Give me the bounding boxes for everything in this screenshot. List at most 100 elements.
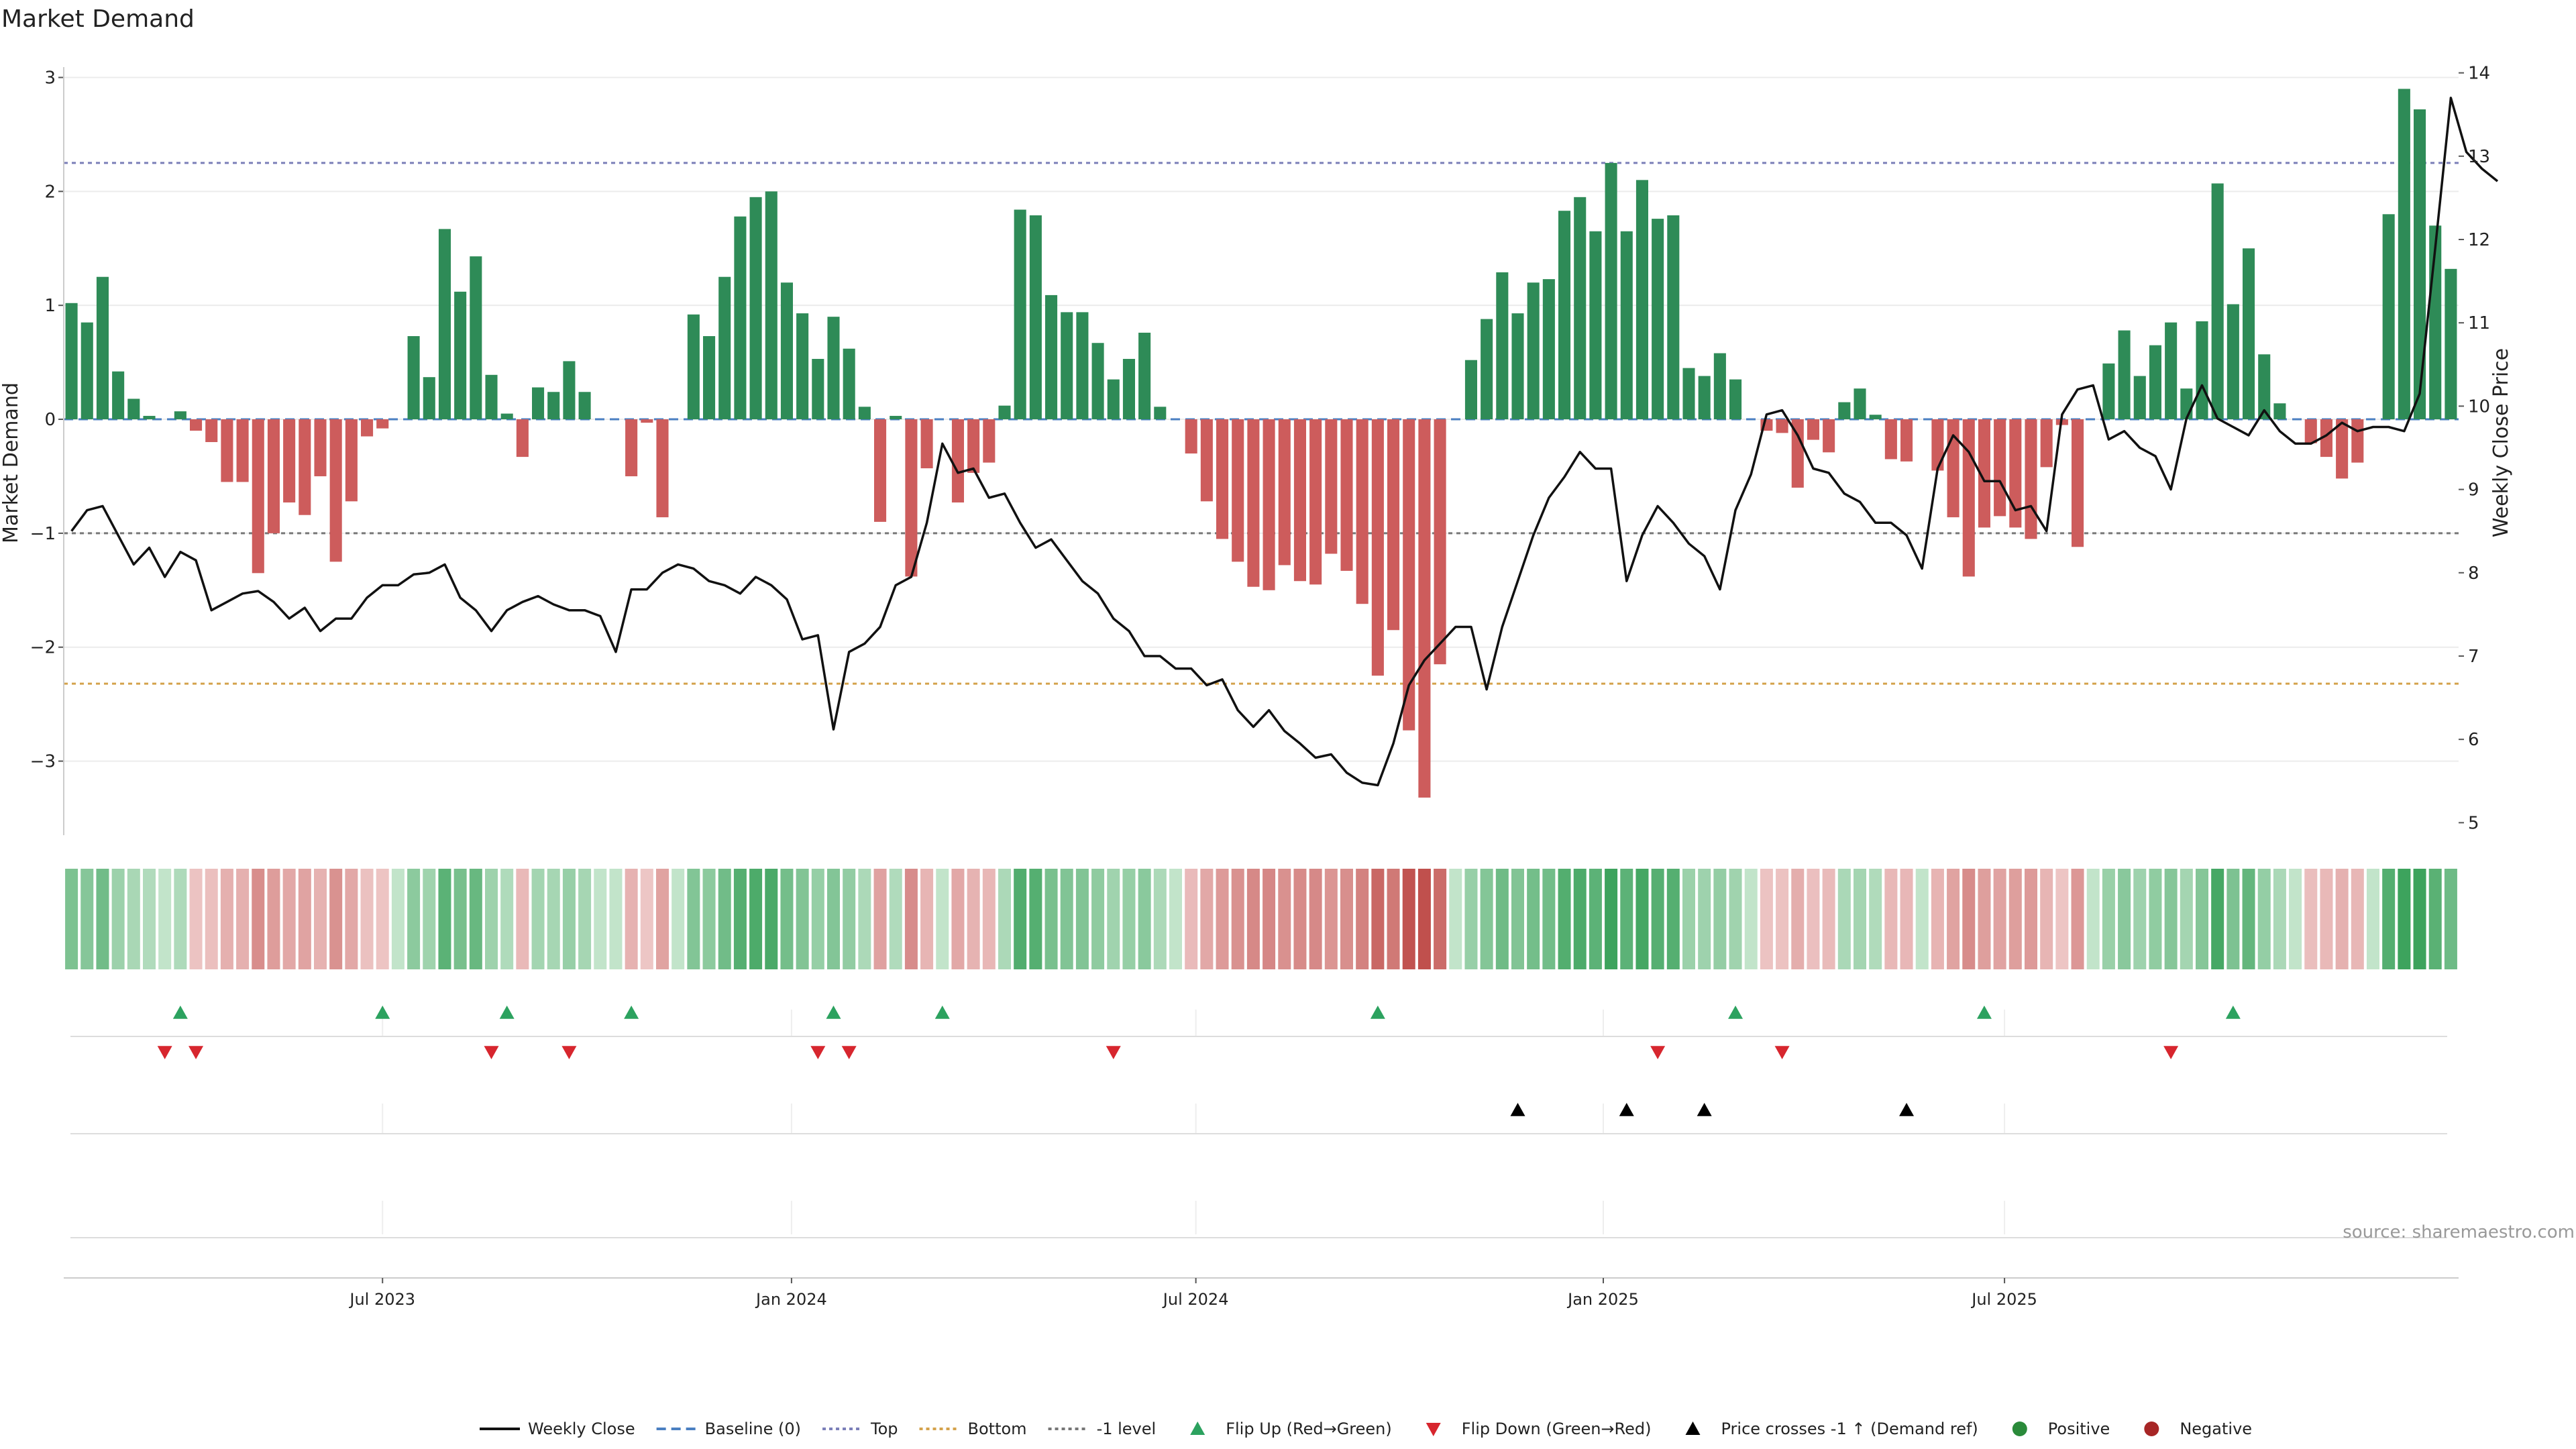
legend-item: Baseline (0) xyxy=(656,1419,801,1438)
heat-cell xyxy=(236,869,250,969)
demand-bar xyxy=(1122,359,1135,420)
weekly-close-series xyxy=(70,97,2499,787)
demand-bar xyxy=(1340,419,1353,571)
demand-bar xyxy=(283,419,296,503)
demand-bar xyxy=(874,419,887,522)
demand-bar xyxy=(127,398,140,420)
demand-bar xyxy=(951,419,964,503)
legend-label: -1 level xyxy=(1097,1419,1157,1438)
heat-cell xyxy=(1884,869,1898,969)
heat-cell xyxy=(2133,869,2147,969)
heat-cell xyxy=(376,869,389,969)
heat-cell xyxy=(718,869,731,969)
heat-cell xyxy=(158,869,172,969)
heat-cell xyxy=(2180,869,2193,969)
demand-bar xyxy=(438,229,451,420)
heat-cell xyxy=(2071,869,2084,969)
heat-cell xyxy=(982,869,996,969)
demand-bar xyxy=(2336,419,2349,479)
demand-bar xyxy=(1838,402,1851,420)
demand-bar xyxy=(470,256,482,420)
heat-cell xyxy=(1900,869,1913,969)
demand-bar xyxy=(1713,353,1726,420)
demand-bar xyxy=(2149,345,2161,420)
legend-label: Top xyxy=(870,1419,898,1438)
demand-bar xyxy=(454,291,467,420)
heat-cell xyxy=(1698,869,1711,969)
legend-item: -1 level xyxy=(1048,1419,1157,1438)
demand-bar xyxy=(1418,419,1431,798)
heat-cell xyxy=(1760,869,1773,969)
right-tick-label: 8 xyxy=(2468,564,2479,584)
heat-cell xyxy=(1091,869,1105,969)
demand-bar xyxy=(1216,419,1229,539)
demand-bar xyxy=(1729,379,1742,420)
heat-cell xyxy=(65,869,78,969)
heat-cell xyxy=(1417,869,1431,969)
demand-bar xyxy=(1014,209,1026,420)
demand-bar xyxy=(2040,419,2053,468)
demand-bar xyxy=(1978,419,1990,528)
demand-bar xyxy=(1574,197,1587,420)
legend-swatch xyxy=(2012,1421,2027,1436)
heat-cell xyxy=(780,869,794,969)
heat-cell xyxy=(1387,869,1400,969)
heat-cell xyxy=(1666,869,1680,969)
heat-cell xyxy=(1962,869,1976,969)
x-tick-label: Jul 2025 xyxy=(1970,1290,2037,1309)
heat-cell xyxy=(1449,869,1462,969)
heat-cell xyxy=(96,869,109,969)
heat-cell xyxy=(1869,869,1882,969)
flip-down-marker xyxy=(189,1046,204,1059)
demand-bar xyxy=(1434,419,1446,665)
heat-cell xyxy=(1014,869,1027,969)
heat-cell xyxy=(267,869,280,969)
demand-bar xyxy=(641,419,653,423)
heat-cell xyxy=(843,869,856,969)
heat-cell xyxy=(733,869,747,969)
legend-label: Positive xyxy=(2048,1419,2110,1438)
legend-item: Top xyxy=(822,1419,898,1438)
demand-bar xyxy=(65,303,78,420)
heat-cell xyxy=(189,869,203,969)
demand-bar xyxy=(2180,388,2193,420)
right-tick-label: 10 xyxy=(2468,396,2490,417)
legend-swatch xyxy=(1426,1423,1441,1436)
heat-cell xyxy=(1029,869,1042,969)
demand-bar xyxy=(1464,360,1477,420)
heat-cell xyxy=(2211,869,2224,969)
right-y-axis: 14 13 12 11 10 9 8 7 6 5 xyxy=(2459,64,2490,833)
flip-down-marker xyxy=(1650,1046,1666,1059)
heat-cell xyxy=(80,869,94,969)
heat-cell xyxy=(1464,869,1478,969)
demand-bar xyxy=(1076,312,1089,420)
heat-cell xyxy=(1651,869,1664,969)
demand-bar xyxy=(1293,419,1306,582)
event-marker-panels xyxy=(70,1006,2447,1238)
demand-bar xyxy=(2258,354,2271,420)
demand-bar xyxy=(1791,419,1804,488)
legend: Weekly Close Baseline (0) Top Bottom -1 leve… xyxy=(480,1419,2252,1438)
demand-bar xyxy=(2320,419,2332,458)
heat-cell xyxy=(2024,869,2038,969)
demand-bar xyxy=(1247,419,1260,587)
right-tick-label: 6 xyxy=(2468,730,2479,750)
heat-cell xyxy=(1231,869,1244,969)
demand-bar xyxy=(1947,419,1960,518)
price-cross-marker xyxy=(1697,1103,1712,1116)
demand-bar xyxy=(1527,282,1540,420)
heat-cell xyxy=(1278,869,1291,969)
demand-bar xyxy=(1309,419,1322,585)
heat-cell xyxy=(811,869,824,969)
right-tick-label: 12 xyxy=(2468,230,2490,250)
legend-item: Weekly Close xyxy=(480,1419,635,1438)
heat-cell xyxy=(640,869,653,969)
heat-cell xyxy=(2226,869,2240,969)
demand-bar xyxy=(765,191,777,420)
heat-cell xyxy=(2351,869,2364,969)
heat-cell xyxy=(1293,869,1307,969)
demand-bar xyxy=(2351,419,2364,463)
demand-bar xyxy=(190,419,203,431)
heat-cell xyxy=(2382,869,2396,969)
demand-bar xyxy=(2243,248,2255,420)
